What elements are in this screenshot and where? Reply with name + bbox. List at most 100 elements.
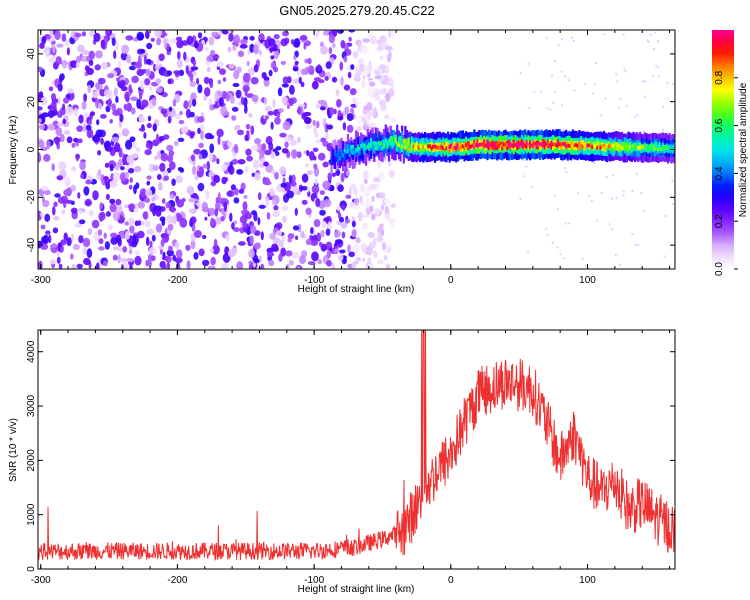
spectrogram-cell: [347, 244, 351, 253]
spectrogram-ridge-cell: [597, 141, 601, 150]
spectrogram-cell: [605, 175, 608, 178]
spectrogram-ridge-cell: [389, 136, 392, 140]
spectrogram-cell: [291, 149, 298, 159]
spectrogram-cell: [167, 223, 174, 231]
spectrogram-ridge-cell: [576, 144, 579, 148]
spectrogram-cell: [250, 125, 255, 135]
spectrogram-ridge-cell: [456, 143, 459, 148]
spectrogram-ridge-cell: [511, 143, 514, 148]
spectrogram-cell: [300, 81, 305, 88]
spectrogram-ridge-cell: [522, 142, 525, 146]
snr-plot-area: [38, 330, 675, 569]
spectrogram-cell: [271, 200, 277, 206]
spectrogram-cell: [166, 51, 171, 56]
spectrogram-cell: [175, 265, 181, 269]
spectrogram-ridge-cell: [358, 147, 361, 151]
spectrogram-cell: [372, 88, 381, 97]
spectrogram-cell: [210, 49, 216, 57]
spectrogram-ridge-cell: [571, 142, 574, 147]
spectrogram-cell: [292, 225, 300, 231]
spectrogram-ridge-cell: [351, 144, 355, 149]
spectrogram-cell: [81, 31, 87, 37]
spectrogram-ridge-cell: [397, 143, 400, 148]
spectrogram-cell: [202, 234, 207, 240]
spectrogram-ridge-cell: [368, 142, 371, 147]
spectrogram-cell: [251, 172, 255, 177]
spectrogram-cell: [140, 49, 146, 54]
spectrogram-cell: [301, 173, 309, 183]
spectrogram-cell: [233, 227, 241, 233]
spectrogram-cell: [365, 68, 370, 76]
spectrogram-cell: [152, 123, 157, 132]
spectrogram-cell: [258, 49, 262, 56]
spectrogram-cell: [40, 96, 48, 106]
spectrogram-cell: [319, 190, 325, 196]
spectrogram-cell: [263, 96, 268, 106]
spectrogram-cell: [315, 139, 323, 144]
spectrogram-cell: [70, 166, 77, 172]
spectrogram-ridge-cell: [496, 142, 499, 147]
spectrogram-cell: [342, 122, 347, 131]
spectrogram-ridge-cell: [374, 132, 377, 150]
spectrogram-ridge-cell: [525, 142, 528, 146]
spectrogram-cell: [348, 36, 352, 42]
spectrogram-cell: [86, 128, 94, 139]
spectrogram-ridge-cell: [574, 143, 578, 147]
spectrogram-cell: [206, 161, 210, 171]
spectrogram-ridge-cell: [647, 146, 650, 151]
spectrogram-cell: [213, 174, 221, 184]
spectrogram-ridge-cell: [374, 141, 377, 150]
spectrogram-cell: [594, 83, 596, 86]
spectrogram-ridge-cell: [532, 142, 535, 146]
spectrogram-cell: [336, 99, 342, 108]
spectrogram-ridge-cell: [655, 144, 658, 149]
spectrogram-ridge-cell: [340, 154, 343, 159]
spectrogram-cell: [297, 136, 301, 144]
spectrogram-cell: [288, 174, 293, 184]
spectrogram-ridge-cell: [596, 145, 599, 150]
spectrogram-cell: [98, 246, 105, 251]
spectrogram-cell: [615, 196, 618, 199]
spectrogram-ridge-cell: [594, 144, 597, 148]
spectrogram-cell: [158, 181, 163, 191]
spectrogram-cell: [105, 145, 113, 152]
spectrogram-cell: [244, 165, 249, 173]
spectrogram-cell: [312, 147, 319, 153]
spectrogram-ytick-label: 20: [26, 96, 37, 108]
spectrogram-cell: [353, 50, 359, 59]
spectrogram-cell: [60, 195, 68, 204]
spectrogram-cell: [121, 128, 130, 137]
spectrogram-cell: [111, 136, 120, 143]
spectrogram-cell: [268, 259, 275, 267]
spectrogram-cell: [355, 39, 362, 46]
spectrogram-ridge-cell: [527, 142, 530, 147]
spectrogram-cell: [307, 65, 315, 75]
spectrogram-ridge-cell: [566, 143, 569, 148]
spectrogram-cell: [273, 49, 279, 60]
figure-title: GN05.2025.279.20.45.C22: [279, 3, 434, 18]
spectrogram-cell: [73, 137, 79, 143]
spectrogram-ridge-cell: [483, 139, 486, 148]
spectrogram-cell: [293, 38, 301, 48]
spectrogram-cell: [119, 79, 126, 88]
spectrogram-ridge-cell: [481, 142, 484, 147]
spectrogram-ridge-cell: [573, 143, 576, 148]
spectrogram-ridge-cell: [517, 144, 520, 148]
spectrogram-cell: [128, 65, 136, 71]
spectrogram-cell: [299, 35, 308, 41]
spectrogram-cell: [101, 61, 108, 70]
spectrogram-cell: [631, 233, 634, 235]
spectrogram-cell: [238, 188, 245, 194]
spectrogram-cell: [203, 76, 210, 85]
spectrogram-cell: [236, 124, 241, 130]
spectrogram-cell: [546, 107, 549, 110]
spectrogram-cell: [121, 44, 130, 54]
spectrogram-ridge-cell: [455, 146, 458, 150]
spectrogram-cell: [208, 97, 213, 106]
spectrogram-cell: [381, 242, 386, 251]
spectrogram-cell: [318, 79, 325, 84]
spectrogram-cell: [362, 74, 366, 80]
spectrogram-cell: [519, 72, 522, 75]
spectrogram-cell: [385, 92, 391, 102]
